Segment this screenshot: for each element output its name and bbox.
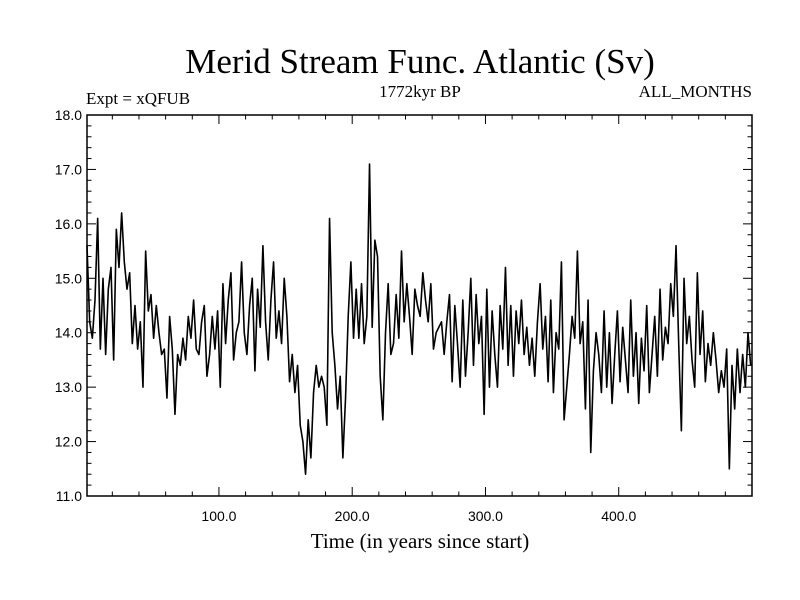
y-tick-label: 13.0 [55,379,82,395]
x-tick-label: 400.0 [601,508,636,524]
experiment-label: Expt = xQFUB [86,89,190,108]
x-tick-label: 100.0 [201,508,236,524]
x-tick-label: 300.0 [468,508,503,524]
axis-ticks [87,114,752,497]
x-axis-label: Time (in years since start) [311,529,530,553]
plot-frame [86,114,753,497]
x-tick-label: 200.0 [335,508,370,524]
y-tick-label: 17.0 [55,161,82,177]
y-tick-label: 18.0 [55,107,82,123]
y-tick-label: 14.0 [55,325,82,341]
y-tick-label: 15.0 [55,270,82,286]
y-tick-label: 11.0 [56,488,82,504]
months-label: ALL_MONTHS [639,82,752,101]
series-line [86,163,752,476]
y-tick-labels: 11.0 12.0 13.0 14.0 15.0 16.0 17.0 18.0 [55,107,82,504]
chart-subtitle: 1772kyr BP [379,82,461,101]
y-tick-label: 12.0 [55,434,82,450]
y-tick-label: 16.0 [55,216,82,232]
chart-title: Merid Stream Func. Atlantic (Sv) [185,42,655,81]
x-tick-labels: 100.0 200.0 300.0 400.0 [201,508,636,524]
